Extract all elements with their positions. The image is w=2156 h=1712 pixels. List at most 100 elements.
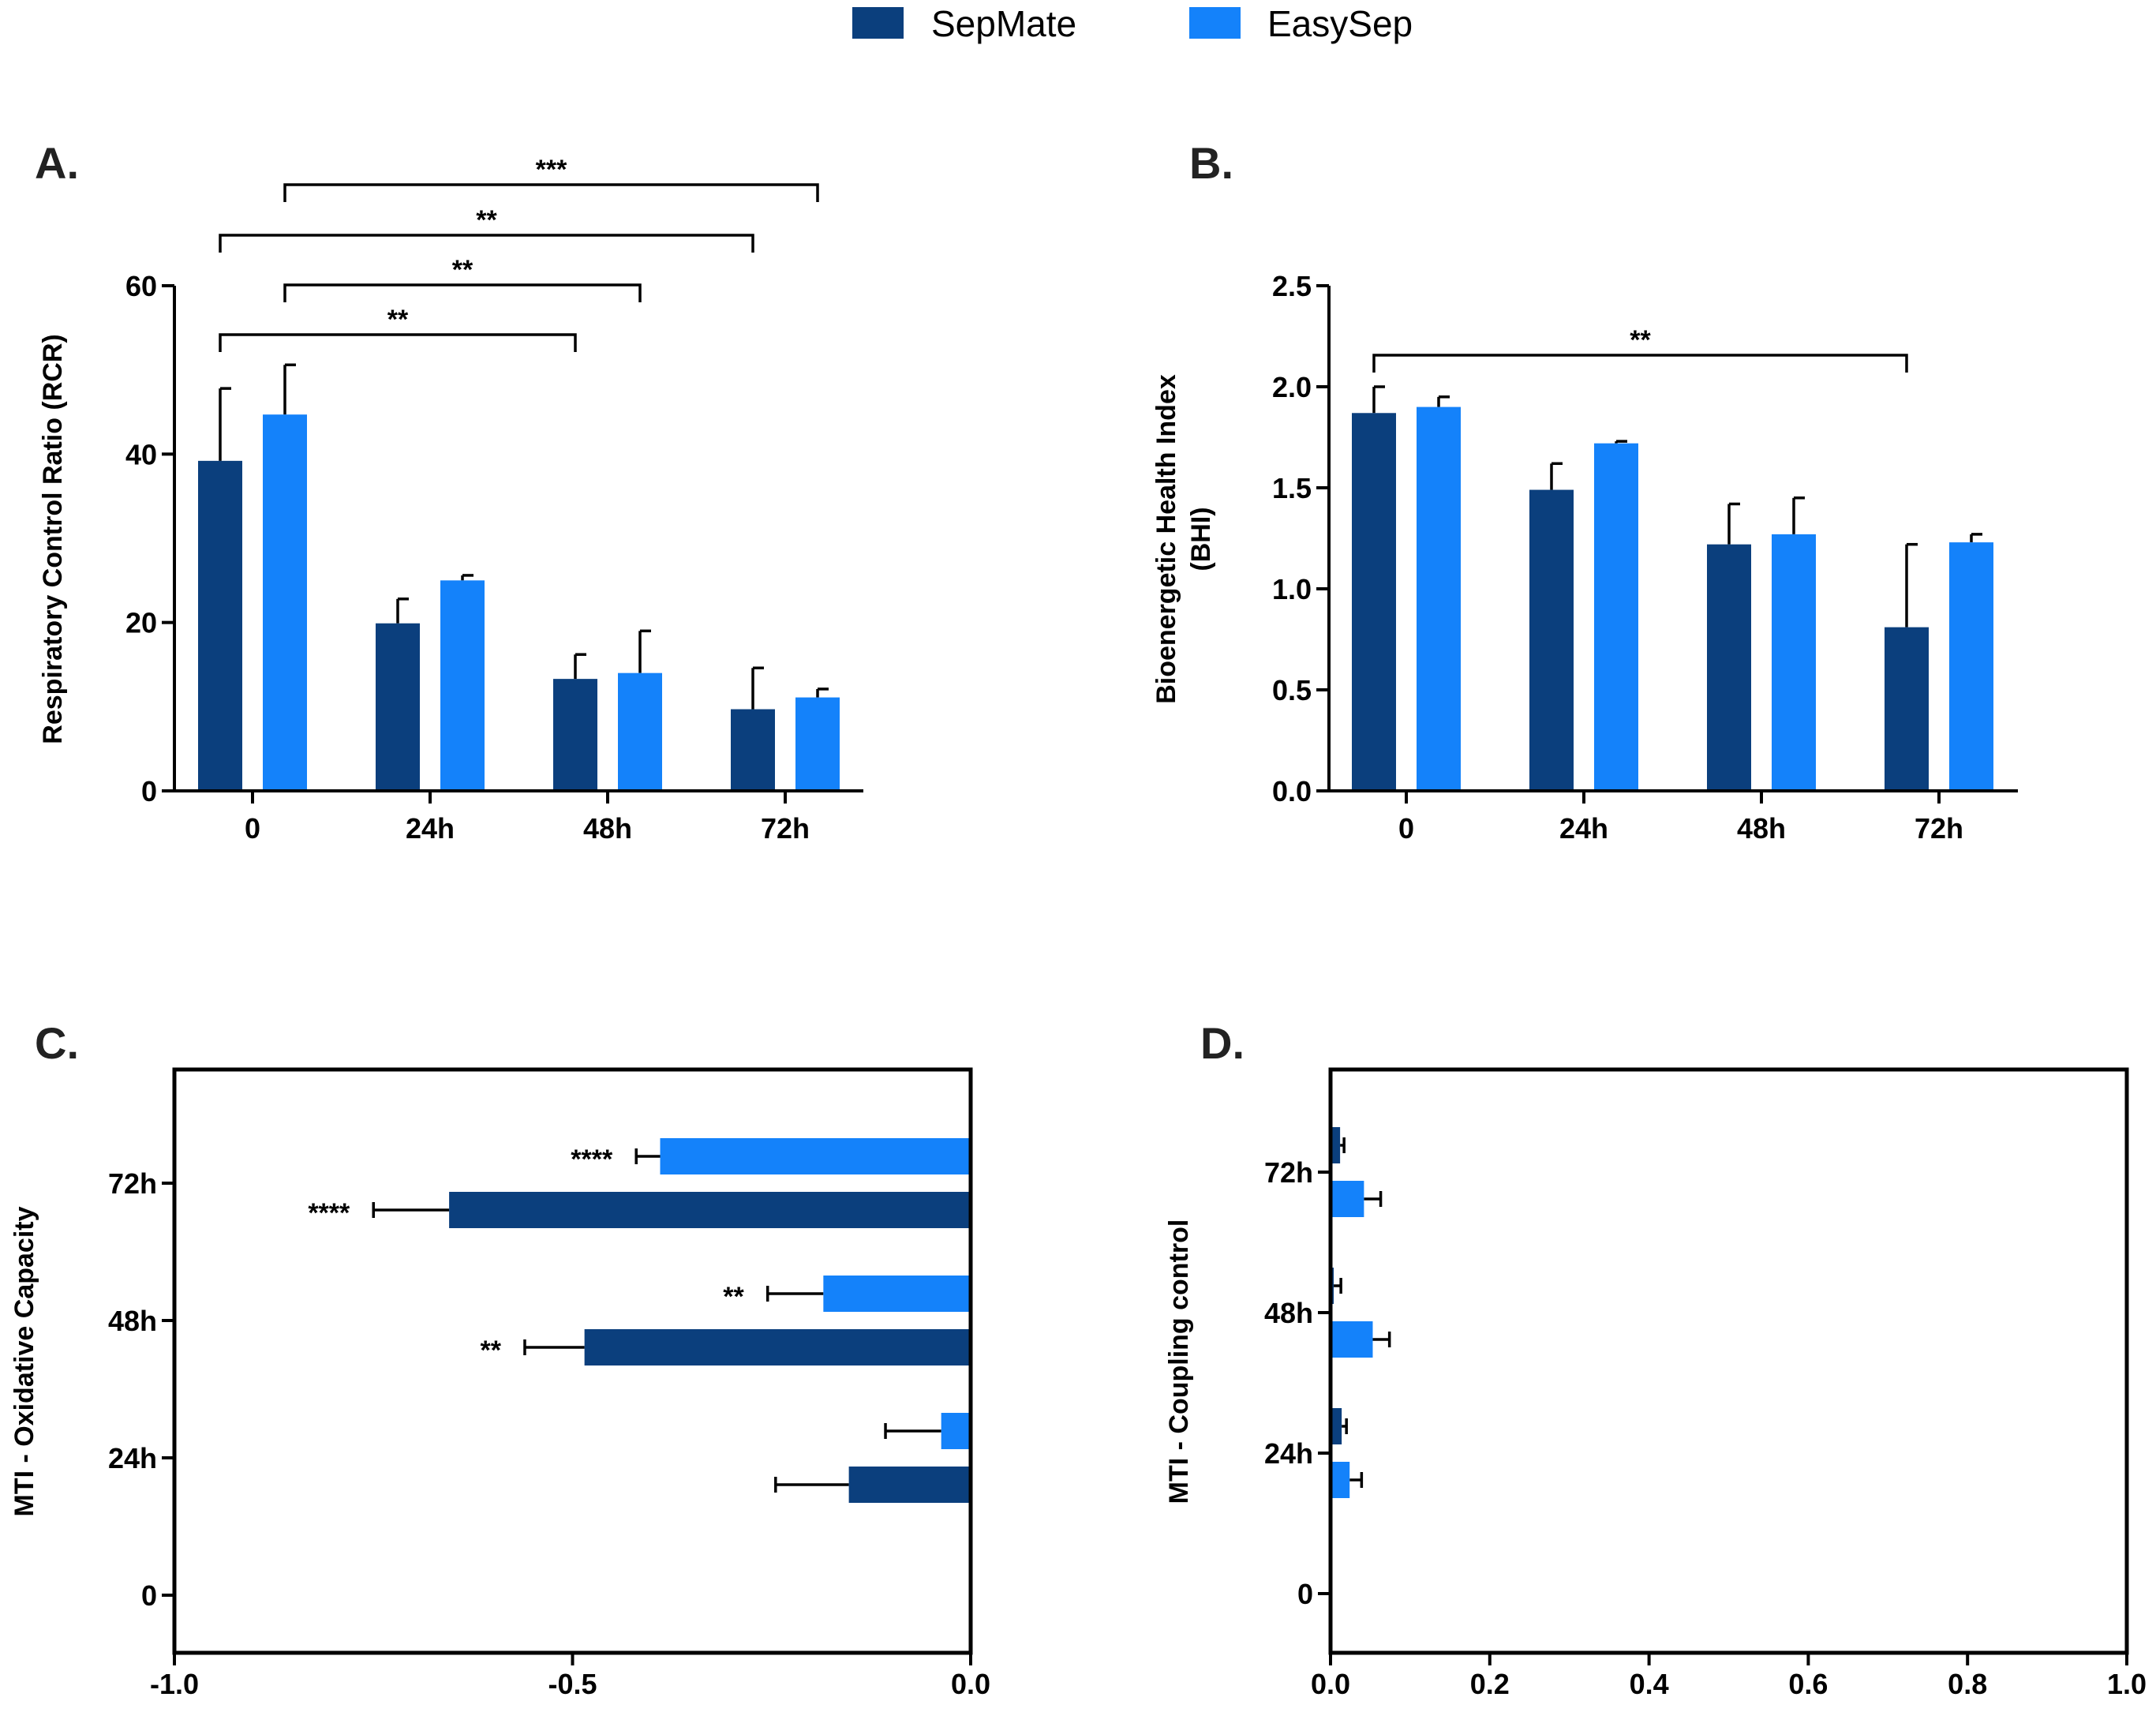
bar-sepmate-24h	[848, 1467, 971, 1503]
y-tick-label: 48h	[1264, 1297, 1313, 1329]
bar-sepmate-0	[198, 460, 242, 791]
y-tick-label: 0	[141, 1579, 157, 1612]
x-tick-label: 72h	[761, 812, 810, 845]
y-tick-label: 24h	[1264, 1437, 1313, 1470]
bar-sepmate-48h	[1707, 544, 1751, 791]
legend-swatch-easysep	[1189, 7, 1241, 39]
y-tick-label: 1.0	[1272, 573, 1312, 605]
panel-a: A. 0 20 40 60 0 24h 48h 72h Respiratory Control R…	[35, 138, 863, 845]
bar-sepmate-24h	[1331, 1408, 1342, 1444]
x-tick-label: 1.0	[2107, 1668, 2147, 1700]
bar-easysep-0	[263, 414, 307, 791]
y-tick-label: 20	[125, 607, 157, 639]
bar-easysep-72h	[1949, 542, 1993, 791]
y-tick-label: 24h	[108, 1442, 157, 1474]
legend-swatch-sepmate	[852, 7, 904, 39]
panel-label: B.	[1189, 138, 1233, 188]
significance-label: **	[480, 1336, 501, 1365]
bar-easysep-24h	[1331, 1462, 1350, 1498]
y-tick-label: 1.5	[1272, 472, 1312, 504]
bar-sepmate-72h	[449, 1192, 971, 1228]
y-tick-label: 0	[1297, 1578, 1313, 1610]
significance-bracket: **	[1372, 325, 1908, 373]
significance-bracket: **	[219, 205, 754, 253]
significance-label: ****	[308, 1198, 350, 1228]
x-tick-label: 72h	[1915, 812, 1963, 845]
bar-easysep-48h	[1772, 534, 1816, 791]
bracket-line	[283, 183, 819, 202]
y-axis-title: Respiratory Control Ratio (RCR)	[38, 334, 68, 744]
bar-easysep-72h	[1331, 1181, 1364, 1217]
panel-d: D. 0 24h 48h 72h 0.0 0.2 0.4 0.6 0.8 1.0 MTI - Coup…	[1164, 1018, 2147, 1700]
x-tick-label: 24h	[406, 812, 455, 845]
bar-sepmate-72h	[731, 709, 775, 791]
y-tick-label: 0.5	[1272, 674, 1312, 706]
significance-label: ****	[571, 1144, 613, 1174]
legend-label-easysep: EasySep	[1267, 3, 1413, 44]
bar-easysep-24h	[1594, 443, 1638, 791]
x-tick-label: 0.4	[1630, 1668, 1669, 1700]
bar-easysep-0	[1417, 406, 1461, 791]
x-tick-label: 24h	[1559, 812, 1608, 845]
bar-sepmate-48h	[553, 679, 597, 791]
significance-label: **	[387, 305, 409, 335]
x-tick-label: 0.0	[1311, 1668, 1350, 1700]
significance-bracket: ***	[283, 155, 819, 202]
y-tick-label: 0.0	[1272, 775, 1312, 807]
x-tick-label: 0.2	[1470, 1668, 1510, 1700]
bracket-line	[283, 283, 642, 302]
legend-label-sepmate: SepMate	[931, 3, 1076, 44]
bracket-line	[219, 234, 754, 253]
bracket-line	[1372, 354, 1908, 373]
bracket-line	[219, 333, 577, 352]
panel-label: A.	[35, 138, 79, 188]
bar-easysep-48h	[618, 672, 662, 791]
x-tick-label: 0	[245, 812, 260, 845]
y-tick-label: 2.0	[1272, 371, 1312, 403]
x-tick-label: -0.5	[548, 1668, 597, 1700]
legend: SepMate EasySep	[852, 3, 1413, 44]
x-tick-label: 48h	[583, 812, 632, 845]
panel-label: D.	[1200, 1018, 1245, 1068]
y-tick-label: 40	[125, 438, 157, 470]
bar-easysep-24h	[941, 1413, 971, 1449]
y-axis-title: MTI - Coupling control	[1164, 1219, 1194, 1504]
y-axis-title: MTI - Oxidative Capacity	[9, 1206, 39, 1516]
x-tick-label: -1.0	[150, 1668, 199, 1700]
bar-easysep-48h	[1331, 1321, 1373, 1358]
x-tick-label: 48h	[1737, 812, 1786, 845]
x-tick-label: 0.0	[951, 1668, 990, 1700]
bar-sepmate-24h	[1529, 489, 1574, 791]
significance-bracket: **	[283, 255, 642, 302]
x-tick-label: 0.8	[1948, 1668, 1987, 1700]
bar-easysep-72h	[660, 1138, 971, 1174]
bar-sepmate-24h	[376, 623, 420, 791]
bar-sepmate-48h	[584, 1329, 971, 1365]
y-axis-title: (BHI)	[1186, 507, 1216, 571]
panel-label: C.	[35, 1018, 79, 1068]
x-tick-label: 0.6	[1788, 1668, 1828, 1700]
significance-label: ***	[536, 155, 567, 185]
bar-sepmate-0	[1352, 413, 1396, 791]
significance-label: **	[476, 205, 497, 235]
bar-sepmate-72h	[1331, 1127, 1341, 1163]
y-tick-label: 2.5	[1272, 270, 1312, 302]
bar-sepmate-72h	[1885, 627, 1929, 791]
plot-frame	[1328, 1067, 2129, 1655]
bar-easysep-72h	[795, 697, 840, 791]
bar-easysep-24h	[440, 580, 485, 791]
y-tick-label: 72h	[1264, 1156, 1313, 1189]
y-tick-label: 48h	[108, 1305, 157, 1337]
significance-label: **	[723, 1282, 744, 1312]
x-tick-label: 0	[1398, 812, 1414, 845]
y-tick-label: 72h	[108, 1167, 157, 1200]
y-tick-label: 0	[141, 775, 157, 807]
panel-b: B. 0.0 0.5 1.0 1.5 2.0 2.5 0 24h 48h 72h Bioenerget…	[1151, 138, 2018, 845]
bar-easysep-48h	[823, 1276, 971, 1312]
significance-label: **	[452, 255, 473, 285]
significance-bracket: **	[219, 305, 577, 352]
y-axis-title: Bioenergetic Health Index	[1151, 374, 1181, 704]
y-tick-label: 60	[125, 270, 157, 302]
